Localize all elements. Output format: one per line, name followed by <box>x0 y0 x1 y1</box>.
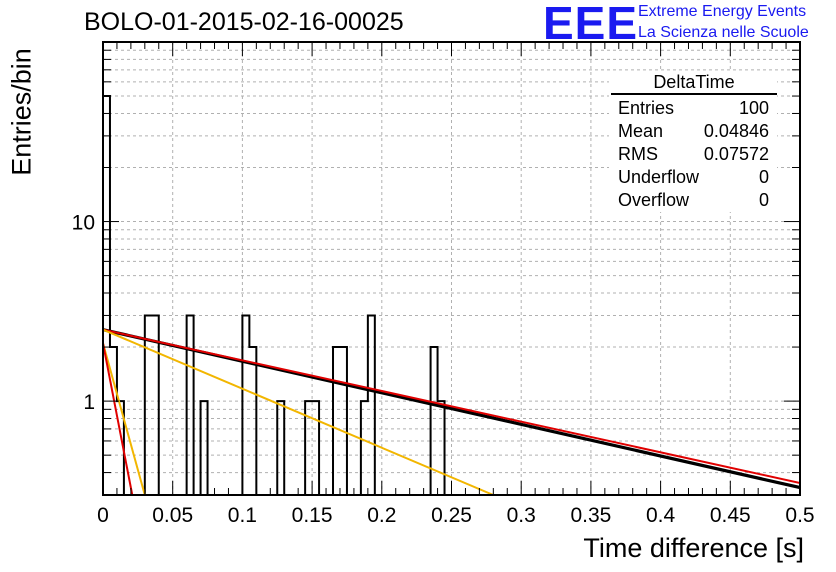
x-tick-label: 0.05 <box>152 504 193 527</box>
y-axis-label: Entries/bin <box>6 48 37 176</box>
x-tick-label: 0.25 <box>431 504 472 527</box>
fit-curve <box>103 343 134 495</box>
tick-labels: 0 0.05 0.1 0.15 0.2 0.25 0.3 0.35 0.4 0.45 0.5 1 10 <box>72 212 815 527</box>
x-tick-label: 0.45 <box>710 504 751 527</box>
stats-value: 0.07572 <box>703 144 769 164</box>
stats-label: Entries <box>618 98 675 118</box>
stats-value: 0.04846 <box>703 121 769 141</box>
fit-curve <box>103 342 146 495</box>
stats-row-overflow: Overflow 0 <box>609 189 777 212</box>
stats-label: Mean <box>618 121 664 141</box>
fit-curves <box>103 328 800 495</box>
y-tick-label: 10 <box>72 212 95 235</box>
x-tick-label: 0.1 <box>228 504 257 527</box>
eee-logo: EEE <box>543 0 639 49</box>
stats-row-underflow: Underflow 0 <box>609 166 777 189</box>
x-axis-label: Time difference [s] <box>583 533 804 563</box>
axis-ticks <box>102 42 801 495</box>
stats-row-mean: Mean 0.04846 <box>609 120 777 143</box>
stats-label: Underflow <box>618 167 700 187</box>
x-tick-label: 0 <box>97 504 109 527</box>
x-tick-label: 0.2 <box>367 504 396 527</box>
stats-row-entries: Entries 100 <box>609 97 777 120</box>
x-tick-label: 0.4 <box>646 504 676 527</box>
x-tick-label: 0.5 <box>785 504 814 527</box>
chart-title: BOLO-01-2015-02-16-00025 <box>84 8 404 36</box>
stats-value: 0 <box>758 190 769 210</box>
stats-value: 0 <box>758 167 769 187</box>
fit-curve <box>103 328 494 495</box>
x-tick-label: 0.3 <box>507 504 536 527</box>
stats-label: Overflow <box>618 190 690 210</box>
logo-line-2: La Scienza nelle Scuole <box>638 24 809 41</box>
stats-label: RMS <box>618 144 658 164</box>
stats-name: DeltaTime <box>611 72 777 95</box>
stats-value: 100 <box>738 98 769 118</box>
stats-box: DeltaTime Entries 100 Mean 0.04846 RMS 0.07… <box>609 72 777 212</box>
fit-curve <box>103 328 800 484</box>
stats-row-rms: RMS 0.07572 <box>609 143 777 166</box>
grid-lines <box>103 42 800 495</box>
x-tick-label: 0.35 <box>570 504 611 527</box>
x-tick-label: 0.15 <box>292 504 333 527</box>
y-tick-label: 1 <box>83 391 95 414</box>
logo-line-1: Extreme Energy Events <box>638 3 807 20</box>
